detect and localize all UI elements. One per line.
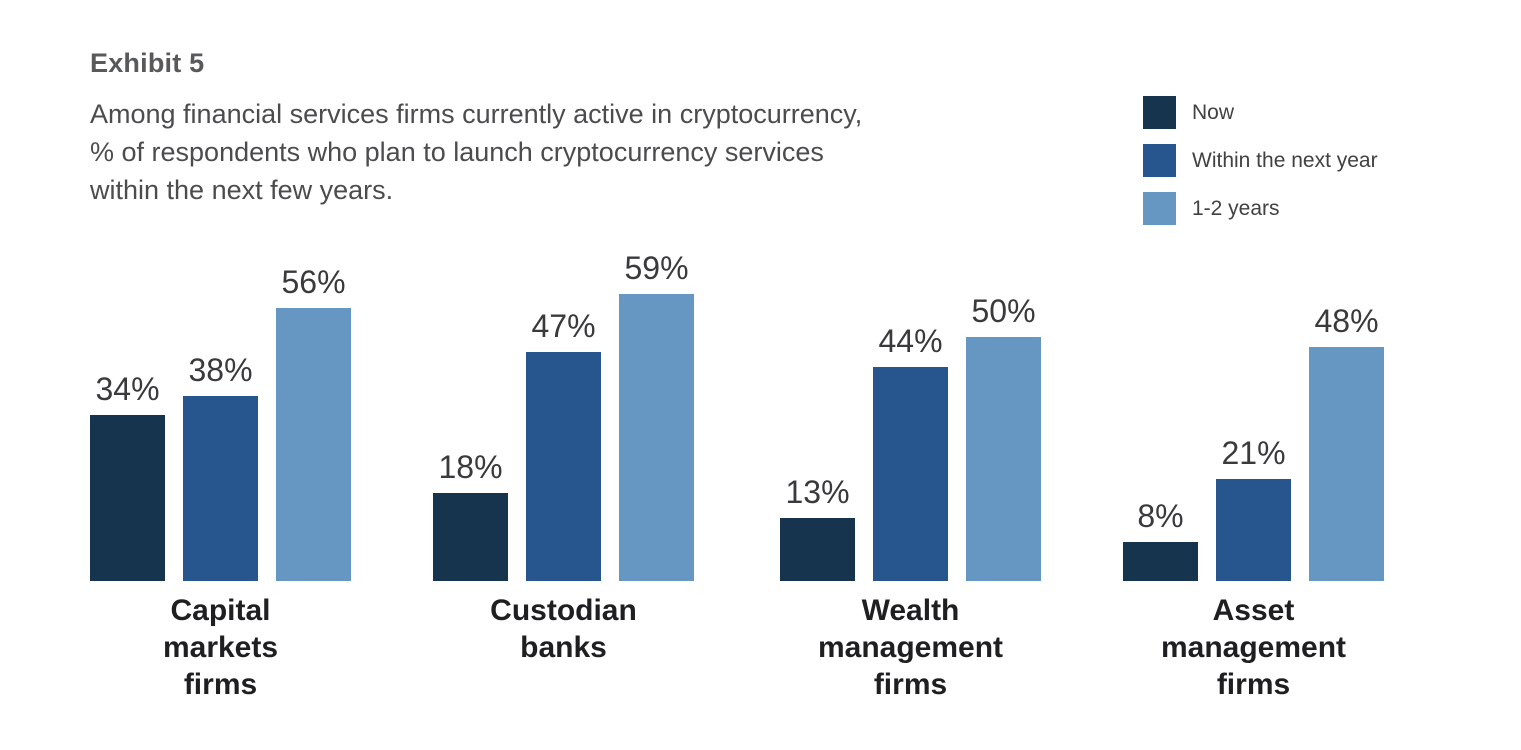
bar-value-label: 34% — [95, 371, 160, 407]
legend-label: Within the next year — [1192, 148, 1378, 172]
bar-row: 34% 38% 56% — [90, 264, 351, 581]
bar-column-now: 13% — [780, 474, 855, 581]
bar-within-the-next-year — [1216, 479, 1291, 581]
bar-value-label: 48% — [1314, 303, 1379, 339]
bar-row: 8% 21% 48% — [1123, 303, 1384, 581]
bar-1-2-years — [619, 294, 694, 581]
bar-group-custodian-banks: 18% 47% 59% Custodian banks — [433, 250, 694, 664]
bar-within-the-next-year — [873, 367, 948, 581]
bar-row: 18% 47% 59% — [433, 250, 694, 581]
bar-group-asset-management-firms: 8% 21% 48% Asset management firms — [1123, 303, 1384, 701]
bar-column-1-2-years: 50% — [966, 293, 1041, 581]
legend-swatch-within-next-year — [1143, 144, 1176, 177]
bar-value-label: 18% — [438, 449, 503, 485]
bar-group-wealth-management-firms: 13% 44% 50% Wealth management firms — [780, 293, 1041, 701]
bar-now — [90, 415, 165, 581]
bar-now — [433, 493, 508, 581]
bar-row: 13% 44% 50% — [780, 293, 1041, 581]
chart-subtitle: Among financial services firms currently… — [90, 99, 863, 205]
bar-1-2-years — [1309, 347, 1384, 581]
bar-now — [780, 518, 855, 581]
exhibit-title: Exhibit 5 — [90, 48, 205, 78]
bar-value-label: 59% — [624, 250, 689, 286]
bar-column-1-2-years: 48% — [1309, 303, 1384, 581]
bar-column-within-the-next-year: 38% — [183, 352, 258, 581]
bar-value-label: 44% — [878, 323, 943, 359]
bar-column-1-2-years: 56% — [276, 264, 351, 581]
bar-group-capital-markets-firms: 34% 38% 56% Capital markets firms — [90, 264, 351, 701]
bar-value-label: 13% — [785, 474, 850, 510]
bar-1-2-years — [276, 308, 351, 581]
legend-label: 1-2 years — [1192, 196, 1280, 220]
bar-value-label: 38% — [188, 352, 253, 388]
legend-item-1-2-years: 1-2 years — [1143, 192, 1378, 225]
bar-value-label: 8% — [1137, 498, 1184, 534]
bar-column-now: 18% — [433, 449, 508, 581]
category-label-asset-management-firms: Asset management firms — [1160, 594, 1347, 701]
legend-swatch-now — [1143, 96, 1176, 129]
legend-label: Now — [1192, 100, 1235, 124]
bar-value-label: 21% — [1221, 435, 1286, 471]
category-label-wealth-management-firms: Wealth management firms — [817, 594, 1004, 701]
legend-item-within-next-year: Within the next year — [1143, 144, 1378, 177]
bar-column-1-2-years: 59% — [619, 250, 694, 581]
bar-1-2-years — [966, 337, 1041, 581]
bar-value-label: 50% — [971, 293, 1036, 329]
bar-within-the-next-year — [183, 396, 258, 581]
legend-item-now: Now — [1143, 96, 1378, 129]
bar-within-the-next-year — [526, 352, 601, 581]
bar-now — [1123, 542, 1198, 581]
bar-value-label: 47% — [531, 308, 596, 344]
bar-column-within-the-next-year: 21% — [1216, 435, 1291, 581]
bar-column-now: 34% — [90, 371, 165, 581]
legend: Now Within the next year 1-2 years — [1143, 96, 1378, 240]
legend-swatch-1-2-years — [1143, 192, 1176, 225]
bar-column-now: 8% — [1123, 498, 1198, 581]
category-label-custodian-banks: Custodian banks — [490, 594, 637, 664]
bar-column-within-the-next-year: 44% — [873, 323, 948, 581]
bar-column-within-the-next-year: 47% — [526, 308, 601, 581]
bar-value-label: 56% — [281, 264, 346, 300]
category-label-capital-markets-firms: Capital markets firms — [162, 594, 279, 701]
